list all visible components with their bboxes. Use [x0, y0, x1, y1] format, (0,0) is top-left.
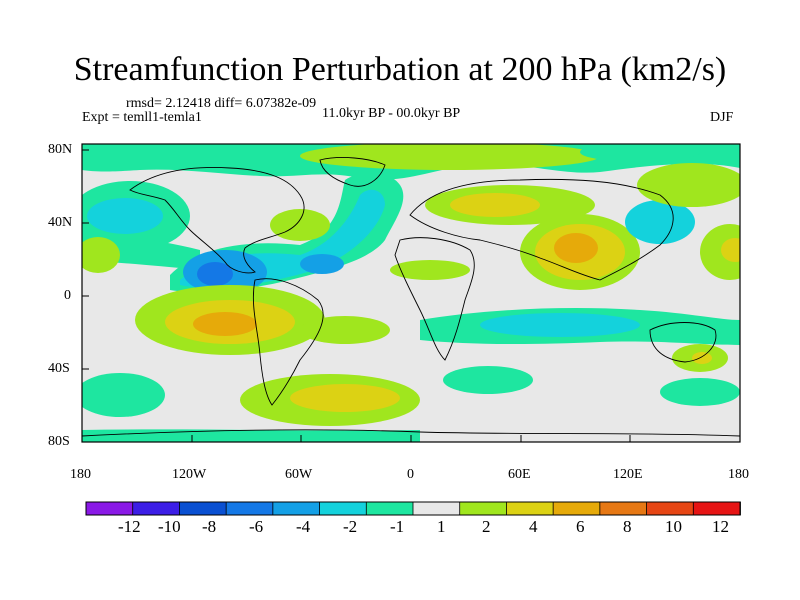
colorbar-swatch: [692, 501, 741, 516]
colorbar-label: 12: [712, 517, 729, 536]
lon-label-0: 0: [407, 467, 414, 482]
region-n-pacific-core: [87, 198, 163, 234]
experiment-label: Expt = temll1-temla1: [82, 110, 202, 125]
colorbar-label: -2: [343, 517, 358, 536]
region-eurasia-core: [450, 193, 540, 217]
region-north-pacific-high: [637, 163, 740, 207]
region-nw-pacific-low: [625, 200, 695, 244]
region-southern-ocean-high: [290, 384, 400, 412]
region-s-ocean-low: [443, 366, 533, 394]
region-sahel-high: [390, 260, 470, 280]
lon-label-60e: 60E: [508, 467, 531, 482]
colorbar-label: -1: [390, 517, 405, 536]
region-asia-high: [554, 233, 598, 263]
lat-label-40s: 40S: [48, 361, 70, 376]
colorbar-swatch: [646, 501, 695, 516]
colorbar-label: 8: [623, 517, 632, 536]
map-title: Streamfunction Perturbation at 200 hPa (…: [73, 51, 727, 88]
lat-label-40n: 40N: [48, 215, 73, 230]
lon-label-180e: 180: [728, 467, 749, 482]
lat-label-80s: 80S: [48, 434, 70, 449]
region-dateline-high: [82, 237, 120, 273]
season-label: DJF: [710, 110, 734, 125]
colorbar-swatch: [132, 501, 181, 516]
coastlines: [82, 157, 740, 437]
colorbar-label: 6: [576, 517, 585, 536]
region-s-ocean-low-east: [660, 378, 740, 406]
coast-south-america: [252, 278, 324, 406]
coast-africa: [394, 237, 475, 361]
region-tasman-core: [692, 352, 712, 364]
colorbar-label: 2: [482, 517, 491, 536]
region-atlantic-low: [300, 254, 344, 274]
colorbar: [85, 501, 741, 516]
lat-label-80n: 80N: [48, 142, 73, 157]
colorbar-swatch: [365, 501, 414, 516]
colorbar-label: -12: [118, 517, 141, 536]
colorbar-label: -6: [249, 517, 264, 536]
region-gulf-of-mexico-core: [197, 262, 233, 286]
colorbar-label: 10: [665, 517, 682, 536]
region-arctic-east: [580, 144, 700, 162]
colorbar-label: 1: [437, 517, 446, 536]
colorbar-swatch: [412, 501, 461, 516]
colorbar-label: -4: [296, 517, 311, 536]
colorbar-swatch: [552, 501, 601, 516]
lon-label-60w: 60W: [285, 467, 313, 482]
coast-australia: [649, 322, 717, 363]
stats-text: rmsd= 2.12418 diff= 6.07382e-09: [126, 96, 317, 111]
contour-field: [82, 144, 740, 442]
colorbar-swatch: [319, 501, 368, 516]
colorbar-frame: [85, 501, 741, 516]
period-label: 11.0kyr BP - 00.0kyr BP: [322, 106, 461, 121]
colorbar-swatch: [225, 501, 274, 516]
colorbar-label: -10: [158, 517, 181, 536]
region-dateline-high-east: [700, 224, 740, 280]
colorbar-label: 4: [529, 517, 538, 536]
coast-antarctica: [82, 429, 740, 437]
colorbar-swatch: [599, 501, 648, 516]
colorbar-label: -8: [202, 517, 217, 536]
coast-north-america: [129, 167, 305, 274]
lat-label-0: 0: [64, 288, 71, 303]
axis-ticks: [81, 149, 741, 443]
lon-label-120w: 120W: [172, 467, 207, 482]
coast-eurasia: [409, 178, 674, 281]
colorbar-swatch: [506, 501, 555, 516]
lon-label-180w: 180: [70, 467, 91, 482]
colorbar-swatch: [85, 501, 134, 516]
region-dateline-high-east-core: [721, 238, 740, 262]
region-s-indian-ocean-core: [480, 313, 640, 337]
region-s-atlantic-high: [300, 316, 390, 344]
region-n-atlantic-high: [270, 209, 330, 241]
region-antarctic-band: [82, 429, 420, 442]
region-s-pacific-low: [82, 373, 165, 417]
region-s-pacific-high: [193, 312, 257, 336]
region-arctic-high: [300, 144, 600, 170]
coast-greenland: [319, 157, 386, 187]
colorbar-swatch: [179, 501, 228, 516]
colorbar-swatch: [459, 501, 508, 516]
lon-label-120e: 120E: [613, 467, 643, 482]
colorbar-swatch: [272, 501, 321, 516]
